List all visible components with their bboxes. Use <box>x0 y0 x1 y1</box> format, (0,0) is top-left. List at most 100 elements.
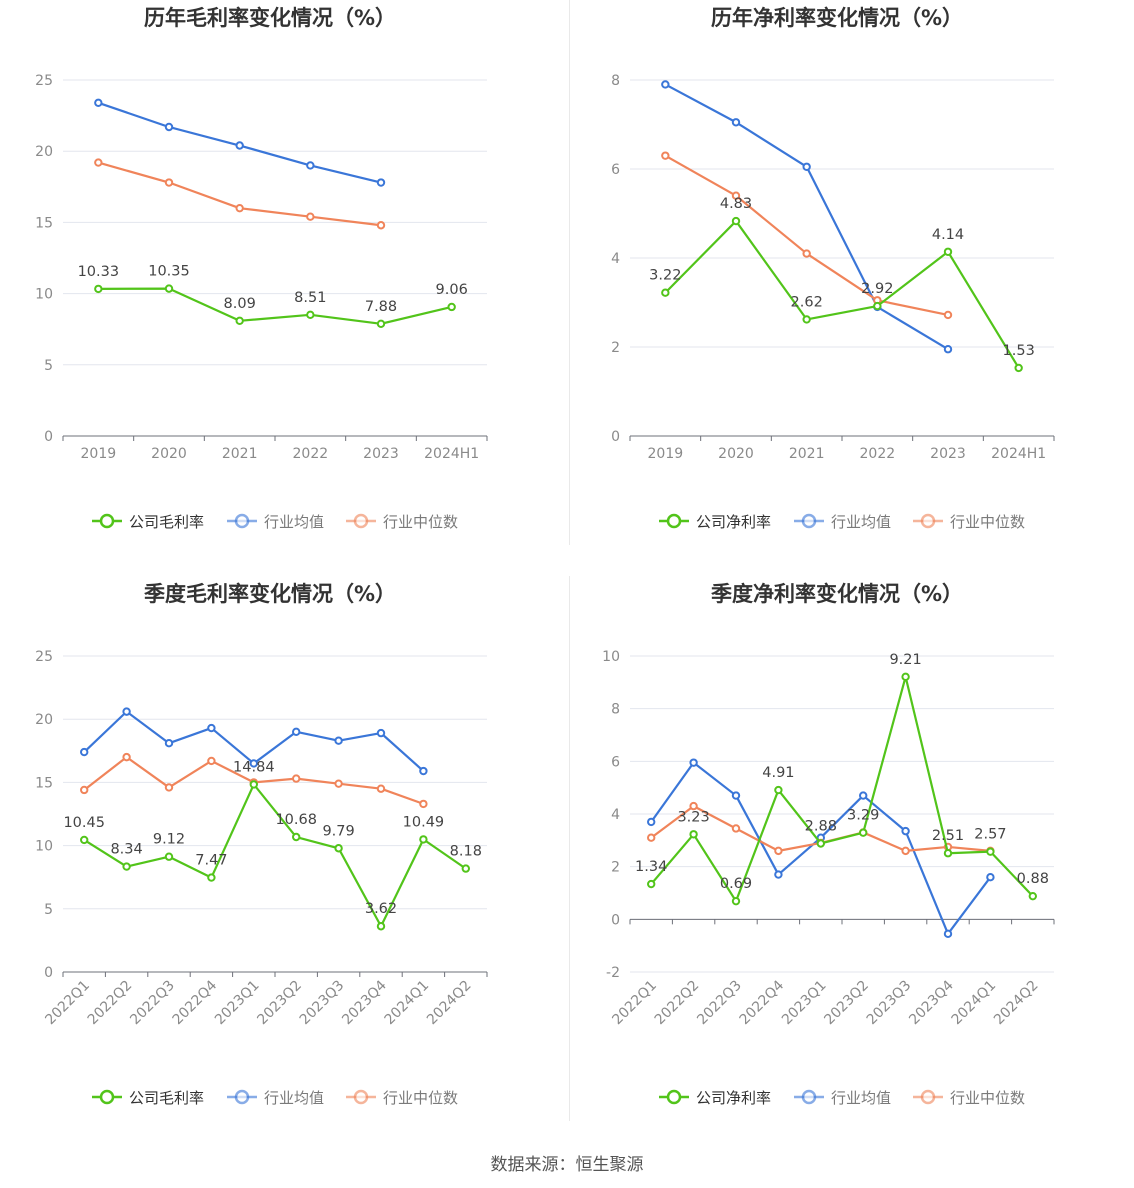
data-point-industry_median <box>80 785 89 795</box>
y-tick-label: 20 <box>35 144 53 160</box>
x-tick-label: 2022Q3 <box>127 978 178 1029</box>
data-point-industry_avg <box>249 759 259 768</box>
x-tick-label: 2023Q1 <box>779 978 830 1029</box>
annual-net-svg: 历年净利率变化情况（%） 0 2 4 6 8 2019 2020 2021 2022 2023 202… <box>611 6 1055 531</box>
data-point-industry_avg <box>376 178 386 187</box>
data-point-company <box>774 785 783 795</box>
x-tick-label: 2024H1 <box>991 446 1046 462</box>
data-label: 3.22 <box>649 268 681 284</box>
legend-marker-company <box>99 513 115 529</box>
data-label: 0.69 <box>720 876 752 892</box>
y-tick-label: 2 <box>611 340 620 356</box>
legend-label-industry_median: 行业中位数 <box>950 1089 1025 1107</box>
x-tick-label: 2022Q2 <box>652 978 703 1029</box>
data-point-industry_median <box>235 203 244 213</box>
data-label: 2.88 <box>805 818 837 834</box>
data-point-industry_median <box>376 784 386 793</box>
legend-marker-company <box>666 1089 682 1105</box>
data-point-company <box>207 873 216 882</box>
data-point-company <box>1028 891 1037 901</box>
data-point-company <box>334 844 343 853</box>
data-label: 8.51 <box>294 290 326 306</box>
data-point-company <box>689 830 698 839</box>
y-tick-label: 0 <box>44 965 53 981</box>
data-point-industry_median <box>376 221 386 230</box>
data-point-company <box>731 896 741 906</box>
series-line-company <box>664 219 1020 369</box>
data-label: 10.35 <box>148 264 190 280</box>
data-point-industry_avg <box>80 747 89 757</box>
data-point-industry_avg <box>901 826 910 836</box>
data-label: 2.92 <box>861 281 893 297</box>
x-tick-label: 2024Q1 <box>382 978 433 1029</box>
legend-label-industry_avg: 行业均值 <box>831 513 891 531</box>
y-tick-label: -2 <box>606 965 620 981</box>
data-label: 8.09 <box>224 296 256 312</box>
legend-marker-industry_median <box>920 513 936 529</box>
y-tick-label: 10 <box>35 287 53 303</box>
data-point-industry_median <box>292 774 301 783</box>
data-label: 9.06 <box>436 282 468 298</box>
legend-marker-company <box>99 1089 115 1105</box>
data-point-company <box>731 216 741 226</box>
legend-marker-industry_median <box>353 513 369 529</box>
data-point-company <box>376 922 386 931</box>
x-tick-label: 2021 <box>789 446 825 462</box>
data-label: 8.18 <box>450 844 482 860</box>
x-tick-label: 2021 <box>222 446 258 462</box>
data-label: 2.57 <box>974 827 1006 843</box>
data-point-company <box>249 780 259 789</box>
x-tick-label: 2023Q4 <box>339 977 390 1028</box>
data-point-industry_avg <box>802 162 811 171</box>
data-label: 3.62 <box>365 901 397 917</box>
data-point-company <box>859 828 868 837</box>
y-tick-label: 25 <box>35 649 53 665</box>
data-point-industry_median <box>802 249 811 258</box>
chart-title: 历年毛利率变化情况（%） <box>144 6 396 30</box>
data-point-industry_median <box>164 783 174 792</box>
data-point-industry_median <box>122 752 131 762</box>
data-point-company <box>306 310 315 320</box>
y-tick-label: 2 <box>611 860 620 876</box>
chart-title: 季度毛利率变化情况（%） <box>144 582 396 606</box>
legend-marker-industry_avg <box>801 1089 817 1105</box>
data-point-industry_median <box>774 846 783 856</box>
x-tick-label: 2024Q1 <box>949 978 1000 1029</box>
data-point-company <box>80 835 89 845</box>
panel-divider <box>569 576 570 1121</box>
data-label: 9.21 <box>889 652 921 668</box>
data-point-company <box>1014 363 1023 373</box>
data-point-industry_avg <box>164 122 174 132</box>
data-point-industry_median <box>306 212 315 221</box>
quarterly-gross-svg: 季度毛利率变化情况（%） 0 5 10 15 20 25 2022Q12022Q22022Q3… <box>35 582 488 1107</box>
legend-marker-industry_median <box>353 1089 369 1105</box>
data-point-company <box>447 302 456 312</box>
data-point-industry_avg <box>207 723 216 733</box>
data-label: 4.14 <box>932 227 964 243</box>
data-label: 10.68 <box>275 812 317 828</box>
data-point-industry_avg <box>689 758 698 767</box>
y-tick-label: 4 <box>611 807 620 823</box>
y-tick-label: 0 <box>611 429 620 445</box>
data-source-note: 数据来源：恒生聚源 <box>490 1155 644 1175</box>
x-tick-label: 2024Q2 <box>991 978 1042 1029</box>
data-point-industry_avg <box>943 929 953 939</box>
x-tick-label: 2023Q3 <box>297 978 348 1029</box>
data-label: 0.88 <box>1017 871 1049 887</box>
data-point-industry_avg <box>164 739 174 748</box>
x-tick-label: 2022Q4 <box>737 977 788 1028</box>
data-point-company <box>235 316 244 325</box>
data-point-industry_median <box>207 756 216 766</box>
annual-gross-svg: 历年毛利率变化情况（%） 0 5 10 15 20 25 2019 2020 2021 2022 20… <box>35 6 488 531</box>
data-point-industry_median <box>647 833 656 842</box>
data-point-company <box>816 839 826 848</box>
y-tick-label: 5 <box>44 902 53 918</box>
y-tick-label: 6 <box>611 162 620 178</box>
data-point-industry_avg <box>661 80 670 89</box>
y-tick-label: 10 <box>35 839 53 855</box>
y-tick-label: 20 <box>35 712 53 728</box>
data-label: 10.33 <box>78 264 120 280</box>
data-point-industry_median <box>689 801 698 811</box>
quarterly-gross-margin-chart: 季度毛利率变化情况（%） 0 5 10 15 20 25 2022Q1 2022Q2 2022Q3… <box>0 576 567 1152</box>
data-point-company <box>419 835 428 844</box>
